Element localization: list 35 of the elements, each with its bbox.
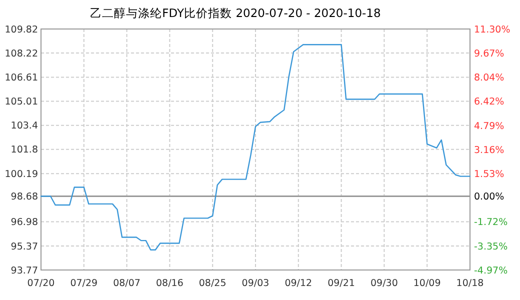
x-tick-label: 08/16 (156, 278, 184, 289)
y-tick-label: 109.82 (4, 24, 38, 36)
y2-tick-label: -4.97% (474, 265, 508, 276)
y2-tick-label: -3.35% (474, 241, 508, 252)
y2-tick-label: 0.00% (474, 192, 504, 203)
y-tick-label: 103.4 (10, 120, 38, 132)
y-tick-label: 98.68 (10, 192, 38, 203)
x-tick-label: 07/20 (27, 278, 55, 289)
x-tick-label: 09/30 (370, 278, 398, 289)
y-tick-label: 100.19 (4, 168, 38, 180)
y2-tick-label: 4.79% (474, 120, 504, 132)
line-series (40, 44, 471, 250)
x-tick-label: 09/12 (284, 278, 312, 289)
x-tick-label: 10/18 (456, 278, 484, 289)
y2-tick-label: 11.30% (474, 24, 510, 36)
y2-tick-label: 1.53% (474, 169, 504, 180)
y2-tick-label: 9.67% (474, 48, 504, 60)
y-tick-label: 95.37 (10, 241, 38, 252)
x-tick-label: 09/03 (242, 278, 270, 289)
y2-tick-label: 6.42% (474, 96, 504, 108)
y-tick-label: 101.8 (10, 144, 38, 156)
y2-tick-label: 3.16% (474, 144, 504, 156)
y2-tick-label: -1.72% (474, 217, 508, 228)
y2-tick-label: 8.04% (474, 72, 504, 84)
x-tick-label: 10/09 (413, 278, 441, 289)
x-tick-label: 08/25 (198, 278, 226, 289)
y-tick-label: 106.61 (4, 72, 38, 84)
x-tick-label: 08/07 (113, 278, 140, 289)
y-tick-label: 108.22 (4, 48, 38, 60)
y-tick-label: 105.01 (4, 96, 38, 108)
y-tick-label: 96.98 (10, 217, 38, 228)
chart-title: 乙二醇与涤纶FDY比价指数 2020-07-20 - 2020-10-18 (90, 6, 381, 20)
x-tick-label: 09/21 (328, 278, 355, 289)
x-tick-label: 07/29 (70, 278, 98, 289)
y-tick-label: 93.77 (10, 265, 38, 276)
